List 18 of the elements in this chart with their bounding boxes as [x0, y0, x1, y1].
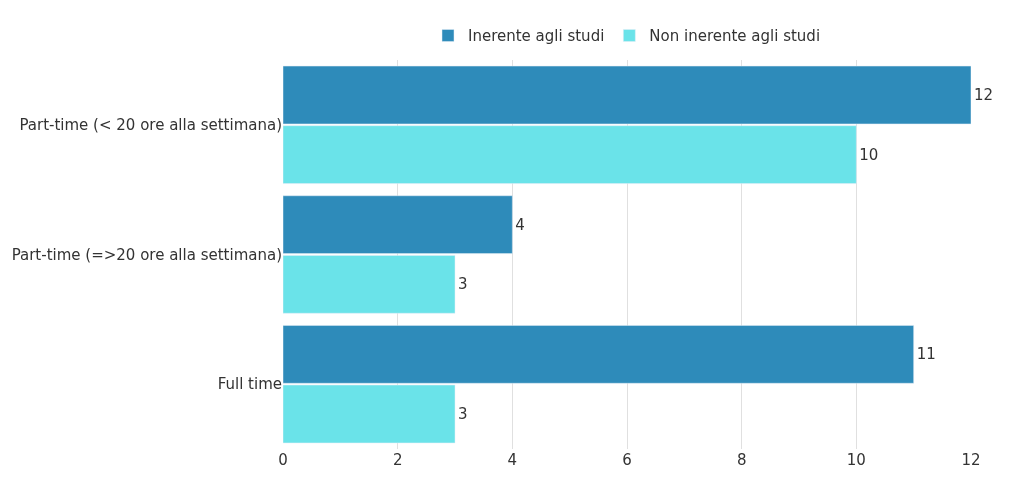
data-label: 4 — [515, 215, 525, 234]
legend-label: Non inerente agli studi — [649, 27, 821, 46]
data-label: 3 — [458, 404, 468, 423]
y-tick-label: Part-time (=>20 ore alla settimana) — [11, 245, 282, 264]
x-tick-label: 10 — [846, 451, 866, 469]
y-tick-label: Full time — [217, 375, 282, 394]
x-tick-label: 12 — [961, 451, 981, 469]
x-tick-label: 4 — [507, 451, 518, 469]
legend-label: Inerente agli studi — [468, 27, 605, 46]
y-tick-label: Part-time (< 20 ore alla settimana) — [19, 116, 282, 135]
x-tick-label: 0 — [278, 451, 288, 469]
x-tick-label: 8 — [736, 451, 747, 469]
x-tick-label: 6 — [622, 451, 632, 469]
x-tick-label: 2 — [392, 451, 403, 469]
data-label: 11 — [916, 345, 936, 364]
data-label: 3 — [458, 275, 468, 294]
data-label: 10 — [859, 145, 879, 164]
data-label: 12 — [974, 86, 994, 105]
